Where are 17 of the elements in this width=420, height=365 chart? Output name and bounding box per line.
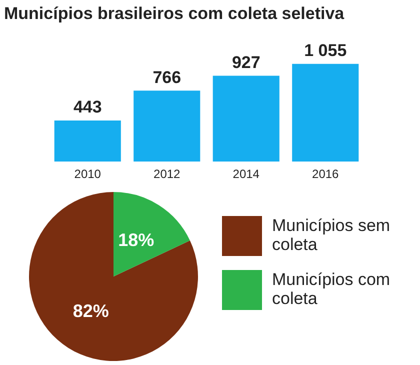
data-label: 82%: [72, 301, 109, 322]
legend-label: Municípios com coleta: [272, 270, 392, 308]
data-label: 1 055: [304, 41, 347, 60]
data-label: 927: [232, 52, 260, 72]
x-tick-label: 2014: [232, 167, 260, 182]
data-label: 766: [152, 68, 182, 87]
x-tick-label: 2012: [154, 167, 181, 182]
x-tick-label: 2010: [74, 167, 102, 182]
legend-label: Municípios sem coleta: [272, 216, 392, 254]
chart-title: Municípios brasileiros com coleta seletiva: [4, 4, 345, 23]
data-label: 18%: [118, 230, 154, 250]
bar: [134, 90, 200, 162]
x-tick-label: 2016: [312, 167, 340, 182]
bar: [54, 120, 121, 162]
bar: [292, 64, 359, 162]
bar: [212, 76, 280, 162]
data-label: 443: [73, 98, 102, 117]
